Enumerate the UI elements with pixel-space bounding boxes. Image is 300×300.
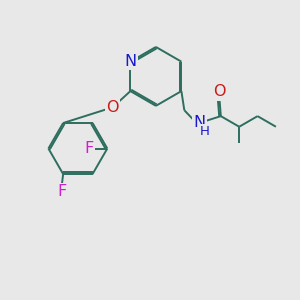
- Text: N: N: [194, 115, 206, 130]
- Text: O: O: [213, 85, 226, 100]
- Text: O: O: [106, 100, 119, 115]
- Text: H: H: [200, 125, 210, 138]
- Text: N: N: [124, 54, 136, 69]
- Text: F: F: [84, 141, 93, 156]
- Text: F: F: [57, 184, 66, 199]
